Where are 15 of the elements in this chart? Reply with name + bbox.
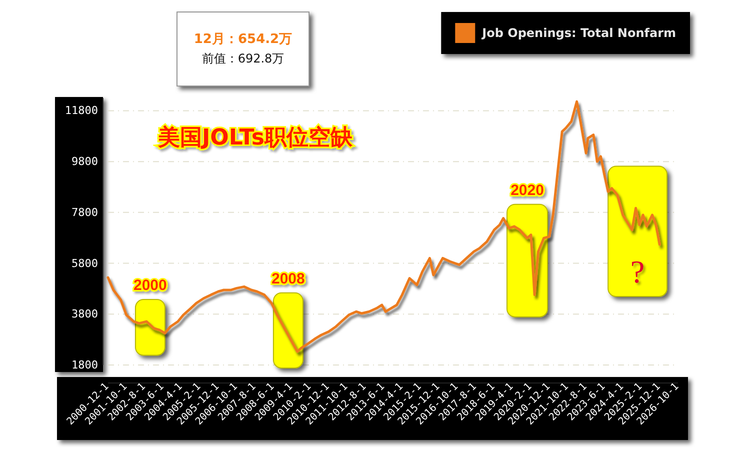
y-tick-label: 7800 (72, 206, 98, 219)
y-tick-label: 11800 (64, 104, 98, 118)
band-label: 2008 (271, 270, 305, 288)
y-tick-label: 3800 (72, 308, 98, 321)
text: 美国JOLTs职位空缺 (157, 124, 354, 150)
line-series (106, 100, 661, 353)
y-tick-label: 5800 (72, 256, 98, 270)
legend-label: Job Openings: Total Nonfarm (481, 26, 676, 40)
text: 12月：654.2万 (194, 32, 292, 47)
band-label: 2000 (134, 277, 167, 294)
band-label: ? (630, 253, 645, 290)
y-tick-label: 1800 (72, 358, 98, 372)
y-tick-label: 9800 (72, 155, 98, 168)
text: 前值：692.8万 (202, 52, 284, 66)
band-label: 2020 (510, 182, 544, 199)
